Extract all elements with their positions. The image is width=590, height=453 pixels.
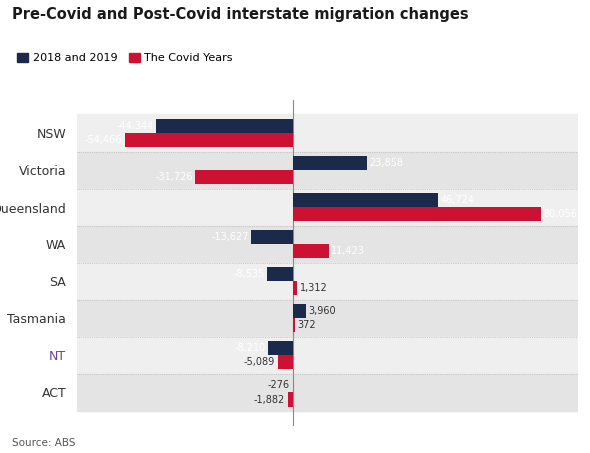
- Text: 23,858: 23,858: [370, 158, 404, 168]
- Text: -276: -276: [268, 381, 290, 390]
- Bar: [267, 267, 293, 281]
- Bar: [77, 152, 578, 188]
- Text: 11,423: 11,423: [331, 246, 365, 256]
- Bar: [156, 119, 293, 133]
- Bar: [268, 341, 293, 356]
- Text: Source: ABS: Source: ABS: [12, 439, 76, 448]
- Bar: [287, 392, 293, 406]
- Bar: [125, 133, 293, 147]
- Legend: 2018 and 2019, The Covid Years: 2018 and 2019, The Covid Years: [17, 53, 232, 63]
- Bar: [195, 170, 293, 184]
- Bar: [293, 281, 297, 295]
- Text: Pre-Covid and Post-Covid interstate migration changes: Pre-Covid and Post-Covid interstate migr…: [12, 7, 468, 22]
- Bar: [293, 207, 541, 221]
- Text: 80,056: 80,056: [544, 209, 578, 219]
- Text: -31,726: -31,726: [155, 172, 193, 182]
- Bar: [77, 300, 578, 337]
- Bar: [77, 263, 578, 300]
- Text: 46,724: 46,724: [441, 195, 474, 205]
- Bar: [77, 337, 578, 374]
- Bar: [251, 230, 293, 244]
- Bar: [293, 193, 438, 207]
- Text: -54,466: -54,466: [85, 135, 122, 145]
- Bar: [77, 188, 578, 226]
- Bar: [77, 374, 578, 411]
- Text: 372: 372: [297, 320, 316, 330]
- Bar: [77, 226, 578, 263]
- Bar: [293, 244, 329, 258]
- Text: -1,882: -1,882: [254, 395, 285, 405]
- Text: 1,312: 1,312: [300, 283, 327, 293]
- Text: -8,210: -8,210: [234, 343, 266, 353]
- Bar: [293, 156, 367, 170]
- Text: -8,535: -8,535: [233, 269, 264, 279]
- Bar: [293, 304, 306, 318]
- Bar: [278, 356, 293, 370]
- Text: -13,627: -13,627: [211, 232, 249, 242]
- Text: -5,089: -5,089: [244, 357, 275, 367]
- Bar: [293, 318, 294, 333]
- Text: 3,960: 3,960: [308, 306, 336, 316]
- Bar: [77, 115, 578, 152]
- Text: -44,344: -44,344: [116, 121, 153, 131]
